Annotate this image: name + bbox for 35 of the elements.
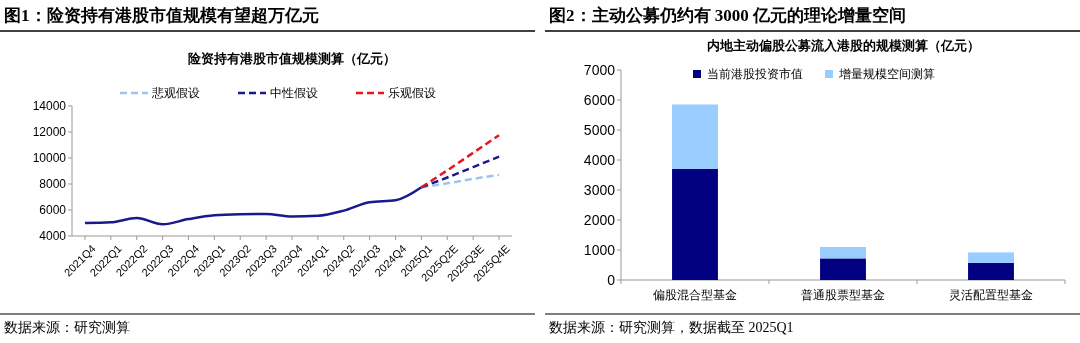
x-tick-label: 偏股混合型基金 xyxy=(653,288,737,302)
legend-label: 当前港股投资市值 xyxy=(707,67,803,82)
y-tick-label: 2000 xyxy=(583,211,616,228)
y-tick-label: 5000 xyxy=(583,121,616,138)
chart-title: 图1：险资持有港股市值规模有望超万亿元 xyxy=(4,6,319,25)
y-tick-label: 10000 xyxy=(32,151,67,166)
y-tick-label: 3000 xyxy=(583,181,616,198)
chart-subtitle: 内地主动偏股公募流入港股的规模测算（亿元） xyxy=(706,38,980,53)
legend-label: 增量规模空间测算 xyxy=(838,67,935,82)
bar xyxy=(672,169,718,280)
bar xyxy=(968,252,1014,263)
chart-title: 图2：主动公募仍约有 3000 亿元的理论增量空间 xyxy=(549,6,906,25)
x-tick-label: 灵活配置型基金 xyxy=(949,288,1033,302)
x-tick-label: 普通股票型基金 xyxy=(801,288,885,302)
bar xyxy=(968,262,1014,280)
source-note: 数据来源：研究测算 xyxy=(4,320,130,335)
legend-label: 中性假设 xyxy=(270,86,318,101)
y-tick-label: 4000 xyxy=(583,151,616,168)
y-tick-label: 14000 xyxy=(32,99,67,114)
y-tick-label: 0 xyxy=(607,271,616,288)
y-tick-label: 4000 xyxy=(39,229,67,244)
line-series xyxy=(420,134,501,189)
y-tick-label: 12000 xyxy=(32,125,67,140)
bar xyxy=(672,104,718,169)
y-tick-label: 7000 xyxy=(583,61,616,78)
source-note: 数据来源：研究测算，数据截至 2025Q1 xyxy=(549,320,794,335)
y-tick-label: 6000 xyxy=(583,91,616,108)
y-tick-label: 8000 xyxy=(39,177,67,192)
legend-label: 悲观假设 xyxy=(151,86,200,101)
y-tick-label: 6000 xyxy=(39,203,67,218)
legend-label: 乐观假设 xyxy=(388,86,436,101)
bar xyxy=(820,258,866,280)
bar xyxy=(820,247,866,259)
chart-subtitle: 险资持有港股市值规模测算（亿元） xyxy=(188,51,396,66)
y-tick-label: 1000 xyxy=(583,241,616,258)
